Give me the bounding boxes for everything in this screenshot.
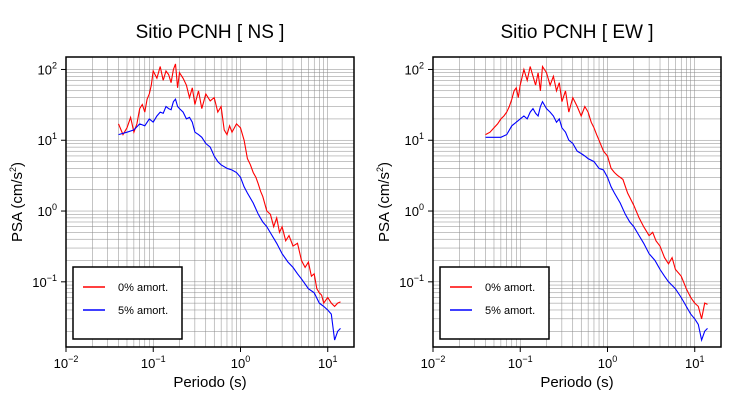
- series-line-undamped: [117, 63, 341, 308]
- y-axis-label: PSA (cm/s2): [8, 162, 26, 242]
- x-tick-label: 101: [318, 354, 337, 371]
- y-tick-label: 101: [38, 131, 57, 148]
- x-tick-label: 101: [685, 354, 704, 371]
- y-tick-label: 100: [38, 202, 57, 219]
- legend-box: [72, 266, 183, 340]
- y-tick-label: 101: [405, 131, 424, 148]
- y-tick-label: 100: [405, 202, 424, 219]
- chart-title: Sitio PCNH [ EW ]: [500, 22, 653, 43]
- legend-label: 0% amort.: [485, 282, 535, 294]
- y-tick-label: 10−1: [399, 273, 424, 290]
- y-tick-label: 102: [38, 60, 57, 77]
- chart-title: Sitio PCNH [ NS ]: [136, 22, 285, 43]
- y-tick-label: 102: [405, 60, 424, 77]
- x-tick-label: 10−1: [508, 354, 533, 371]
- legend-label: 5% amort.: [485, 305, 535, 317]
- plot-frame: [432, 56, 722, 348]
- chart-panel-2: Sitio PCNH [ EW ] 10−2 10−1 100 101 10−1 100 10…: [375, 22, 722, 391]
- x-tick-label: 100: [231, 354, 250, 371]
- legend-box: [439, 266, 550, 340]
- x-axis-label: Periodo (s): [173, 374, 246, 391]
- legend: 0% amort. 5% amort.: [72, 266, 183, 340]
- chart-panel-1: Sitio PCNH [ NS ] 10−2 10−1 100 101 10−1 100 10…: [8, 22, 355, 391]
- y-axis-label: PSA (cm/s2): [375, 162, 393, 242]
- legend: 0% amort. 5% amort.: [439, 266, 550, 340]
- x-tick-label: 10−2: [54, 354, 79, 371]
- x-tick-label: 10−2: [421, 354, 446, 371]
- series-line-damped: [118, 98, 341, 341]
- series-line-undamped: [485, 64, 708, 319]
- x-axis-label: Periodo (s): [540, 374, 613, 391]
- legend-label: 0% amort.: [118, 282, 168, 294]
- x-tick-label: 100: [598, 354, 617, 371]
- y-tick-label: 10−1: [32, 273, 57, 290]
- x-tick-label: 10−1: [141, 354, 166, 371]
- series-line-damped: [485, 100, 708, 343]
- plot-frame: [65, 56, 355, 348]
- legend-label: 5% amort.: [118, 305, 168, 317]
